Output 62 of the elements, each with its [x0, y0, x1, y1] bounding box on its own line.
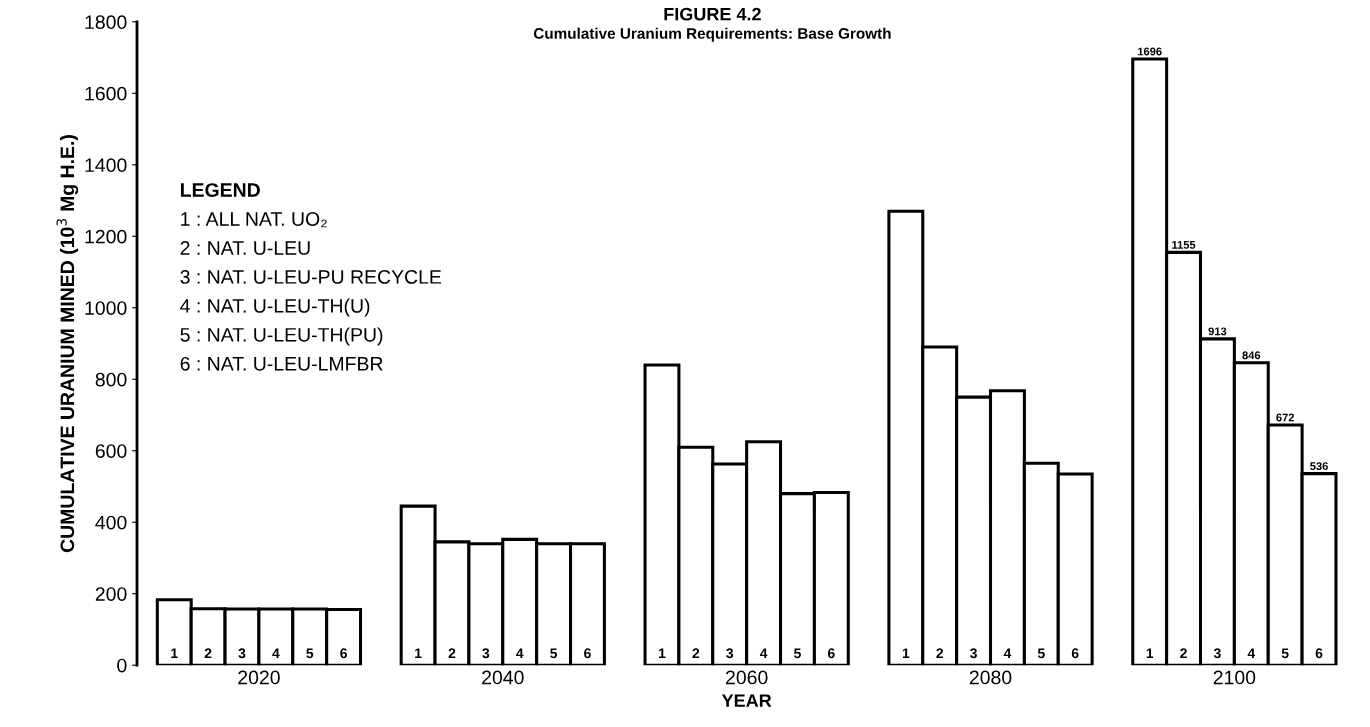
text: 5 [794, 648, 801, 659]
y-tick-label: 200 [95, 587, 127, 601]
text: 4 [1003, 648, 1012, 659]
annotation: 5 : NAT. U-LEU-TH(PU) [180, 327, 383, 346]
y-axis-title: CUMULATIVE URANIUM MINED (10$^{3}$ Mg H.E.) [56, 135, 79, 553]
chart-subtitle: Cumulative Uranium Requirements: Base Growth [533, 27, 891, 42]
y-tick-label: 1000 [85, 301, 127, 315]
text: 1 [415, 648, 422, 659]
data-label: 1696 [1138, 47, 1162, 56]
series-label: 3 [238, 648, 246, 659]
text: 6 [1315, 648, 1323, 659]
text: 6 [827, 648, 835, 659]
annotation: 3 : NAT. U-LEU-PU RECYCLE [180, 270, 442, 284]
text: 2 [692, 648, 700, 659]
series-label: 1 [171, 648, 178, 659]
y-tick-label: 0 [117, 658, 127, 673]
text: 3 [726, 648, 734, 659]
annotation: LEGEND [180, 183, 260, 197]
data-label: 672 [1276, 413, 1294, 422]
text: 6 [1071, 648, 1079, 659]
x-tick-label: 2020 [238, 670, 280, 685]
text: 5 [550, 648, 558, 659]
text: 5 [1281, 648, 1289, 659]
text: 3 [970, 648, 977, 659]
annotation: 6 : NAT. U-LEU-LMFBR [180, 356, 383, 371]
series-label: 6 [340, 648, 347, 659]
text: 3 [1213, 648, 1221, 659]
series-label: 4 [272, 648, 280, 659]
series-label: 5 [306, 648, 314, 659]
annotation: 4 : NAT. U-LEU-TH(U) [180, 298, 370, 317]
text: 4 [516, 648, 524, 659]
text: 2 [448, 648, 456, 659]
text: 2 [936, 648, 944, 659]
x-tick-label: 2100 [1213, 670, 1256, 685]
text: 1 [902, 648, 910, 659]
y-tick-label: 800 [95, 372, 127, 387]
text: 4 [759, 648, 768, 659]
text: 3 [482, 648, 490, 659]
x-tick-label: 2060 [726, 670, 768, 685]
y-tick-label: 1400 [85, 158, 127, 173]
chart-title: FIGURE 4.2 [664, 7, 761, 21]
annotation: 2 : NAT. U-LEU [180, 241, 310, 255]
x-tick-label: 2040 [482, 670, 524, 685]
annotation: 1 : ALL NAT. UO₂ [181, 212, 327, 228]
text: 5 [1037, 648, 1045, 659]
data-label: 536 [1310, 462, 1328, 471]
x-axis-title: YEAR [721, 694, 772, 707]
text: 4 [1247, 648, 1256, 659]
x-tick-label: 2080 [969, 670, 1012, 685]
data-label: 913 [1208, 327, 1227, 336]
data-label: 846 [1242, 351, 1261, 360]
y-tick-label: 400 [95, 515, 127, 530]
text: 1 [658, 648, 666, 659]
y-tick-label: 1600 [85, 86, 127, 101]
y-tick-label: 600 [95, 444, 127, 458]
text: 2 [1180, 648, 1187, 659]
series-label: 2 [204, 648, 212, 659]
y-tick-label: 1200 [85, 229, 127, 244]
y-tick-label: 1800 [85, 15, 127, 30]
data-label: 1155 [1172, 241, 1196, 249]
text: 1 [1146, 648, 1154, 659]
text: 6 [584, 648, 591, 659]
